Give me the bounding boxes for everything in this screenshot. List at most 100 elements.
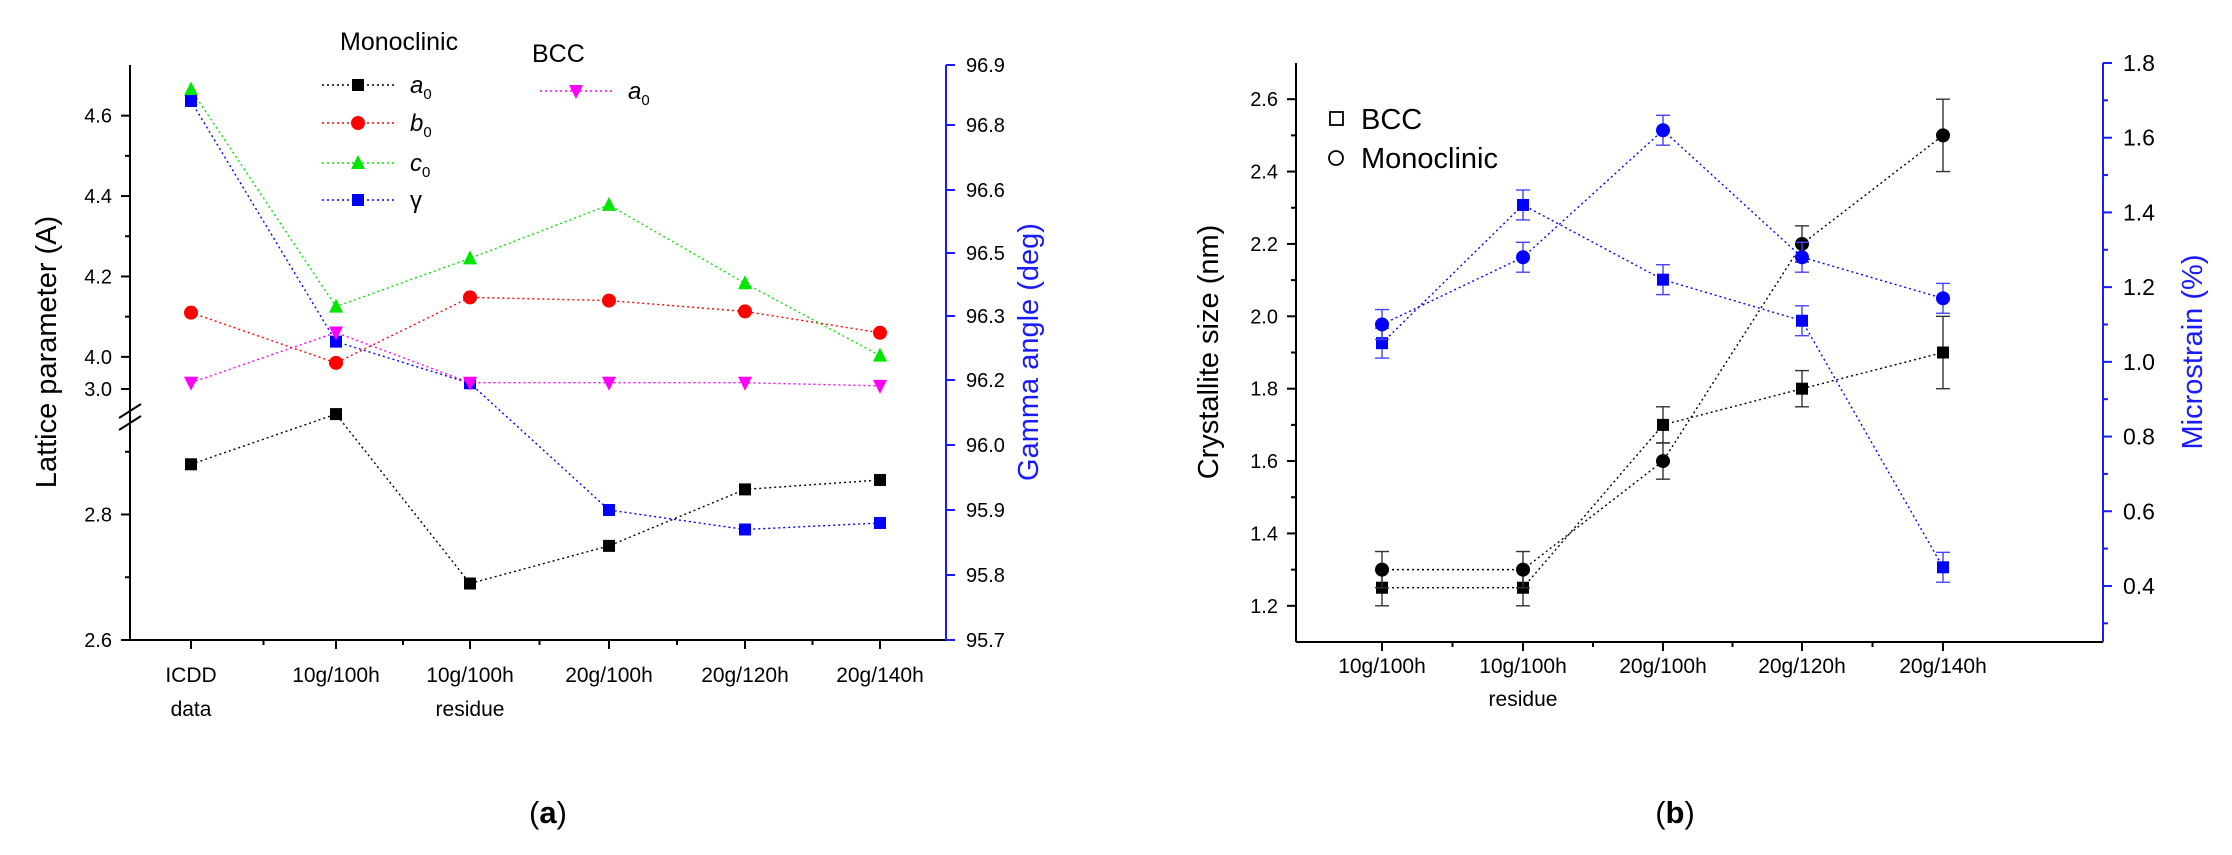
chart-a: 2.6 2.8 3.0 4.0 4.2 4.4 4.6 95.7 95.8 95.9 96.0 96.…: [31, 28, 1045, 830]
chart-b: 1.2 1.4 1.6 1.8 2.0 2.2 2.4 2.6 0.4 0.6 0.8 1.0 1.2 1…: [1193, 50, 2209, 830]
data-point: [1936, 291, 1950, 306]
data-point: [329, 355, 343, 370]
y-tick-label: 1.4: [1250, 523, 1278, 545]
x-tick-label: 20g/140h: [1899, 655, 1987, 678]
data-point: [329, 298, 343, 313]
series-line: [190, 413, 881, 585]
x-tick-label: 10g/100h: [292, 664, 380, 687]
y-axis-title: Lattice parameter (A): [31, 216, 63, 488]
y-tick-label: 4.4: [84, 186, 112, 208]
data-point: [1375, 562, 1389, 577]
y2-tick-label: 96.3: [966, 306, 1005, 328]
x-tick-label: ICDD: [165, 664, 216, 687]
legend-marker: [352, 79, 364, 91]
y2-tick-label: 0.6: [2123, 498, 2155, 524]
data-point: [185, 458, 197, 471]
data-point: [1656, 454, 1670, 469]
y-tick-label: 2.0: [1250, 306, 1278, 328]
y2-tick-label: 0.8: [2123, 424, 2155, 450]
series-gamma: [185, 95, 886, 536]
data-point: [873, 325, 887, 340]
data-point: [1796, 314, 1808, 327]
data-point: [603, 539, 615, 552]
series-line: [190, 296, 881, 364]
legend-title-monoclinic: Monoclinic: [340, 28, 458, 56]
y2-tick-label: 96.5: [966, 243, 1005, 265]
data-point: [1795, 250, 1809, 265]
legend-marker: [351, 116, 365, 130]
y2-tick-label: 96.2: [966, 370, 1005, 392]
y-tick-label: 2.4: [1250, 162, 1278, 184]
data-point: [738, 376, 752, 391]
legend-label-bcc_a0: a0: [628, 78, 650, 109]
y2-tick-label: 96.6: [966, 180, 1005, 202]
data-point: [873, 347, 887, 362]
y-axis-title: Crystallite size (nm): [1193, 225, 1225, 480]
y2-axis-title: Gamma angle (deg): [1013, 223, 1045, 481]
data-point: [739, 483, 751, 496]
data-point: [1516, 562, 1530, 577]
data-point: [330, 335, 342, 348]
data-point: [1376, 337, 1388, 350]
x-tick-label: data: [171, 698, 212, 721]
y-tick-label: 3.0: [84, 379, 112, 401]
data-point: [1937, 346, 1949, 359]
data-point: [463, 250, 477, 265]
legend-title-bcc: BCC: [532, 40, 585, 68]
legend-symbol-bcc: [1329, 111, 1344, 126]
series-line: [190, 100, 881, 531]
data-point: [464, 577, 476, 590]
legend-label-bcc: BCC: [1361, 104, 1422, 136]
y2-tick-label: 1.0: [2123, 349, 2155, 375]
data-point: [463, 290, 477, 305]
data-point: [603, 504, 615, 516]
data-point: [1936, 128, 1950, 143]
data-point: [602, 376, 616, 391]
data-point: [463, 376, 477, 391]
x-tick-label: 20g/100h: [1619, 655, 1707, 678]
data-point: [1375, 317, 1389, 332]
axis-break-mark: [118, 403, 142, 419]
series-bcc_a0: [184, 326, 887, 394]
y-tick-label: 2.2: [1250, 234, 1278, 256]
data-point: [1657, 273, 1669, 286]
legend-label-mono_b0: b0: [410, 110, 432, 141]
y-tick-label: 1.8: [1250, 379, 1278, 401]
y-tick-label: 1.6: [1250, 451, 1278, 473]
y2-tick-label: 1.8: [2123, 50, 2155, 76]
legend-symbol-monoclinic: [1328, 150, 1344, 166]
y2-tick-label: 96.8: [966, 115, 1005, 137]
y2-axis-title: Microstrain (%): [2177, 255, 2209, 450]
y2-tick-label: 95.7: [966, 630, 1005, 652]
series-mono_a0: [185, 408, 886, 590]
y2-tick-label: 96.9: [966, 55, 1005, 77]
x-tick-label: 20g/120h: [701, 664, 789, 687]
legend-label-mono_a0: a0: [410, 72, 432, 103]
data-point: [184, 81, 198, 96]
y2-tick-label: 0.4: [2123, 573, 2155, 599]
y-tick-label: 1.2: [1250, 596, 1278, 618]
legend-marker: [352, 194, 364, 206]
series-line: [1382, 134, 1944, 571]
data-point: [330, 408, 342, 421]
x-tick-label: 10g/100h: [1338, 655, 1426, 678]
y-tick-label: 2.8: [84, 505, 112, 527]
legend-marker: [351, 155, 365, 169]
x-tick-label: residue: [436, 698, 505, 721]
legend-label-mono_c0: c0: [410, 150, 430, 181]
x-tick-label: 10g/100h: [426, 664, 514, 687]
data-point: [873, 379, 887, 394]
y2-tick-label: 1.6: [2123, 125, 2155, 151]
data-point: [874, 473, 886, 486]
y-tick-label: 4.0: [84, 347, 112, 369]
data-point: [1796, 382, 1808, 395]
series-mono_c0: [184, 81, 887, 362]
x-tick-label: 20g/100h: [565, 664, 653, 687]
y-tick-label: 2.6: [1250, 89, 1278, 111]
data-point: [1656, 123, 1670, 138]
data-point: [1937, 561, 1949, 574]
data-point: [1516, 250, 1530, 265]
y2-tick-label: 1.2: [2123, 274, 2155, 300]
legend-label-monoclinic: Monoclinic: [1361, 143, 1498, 175]
